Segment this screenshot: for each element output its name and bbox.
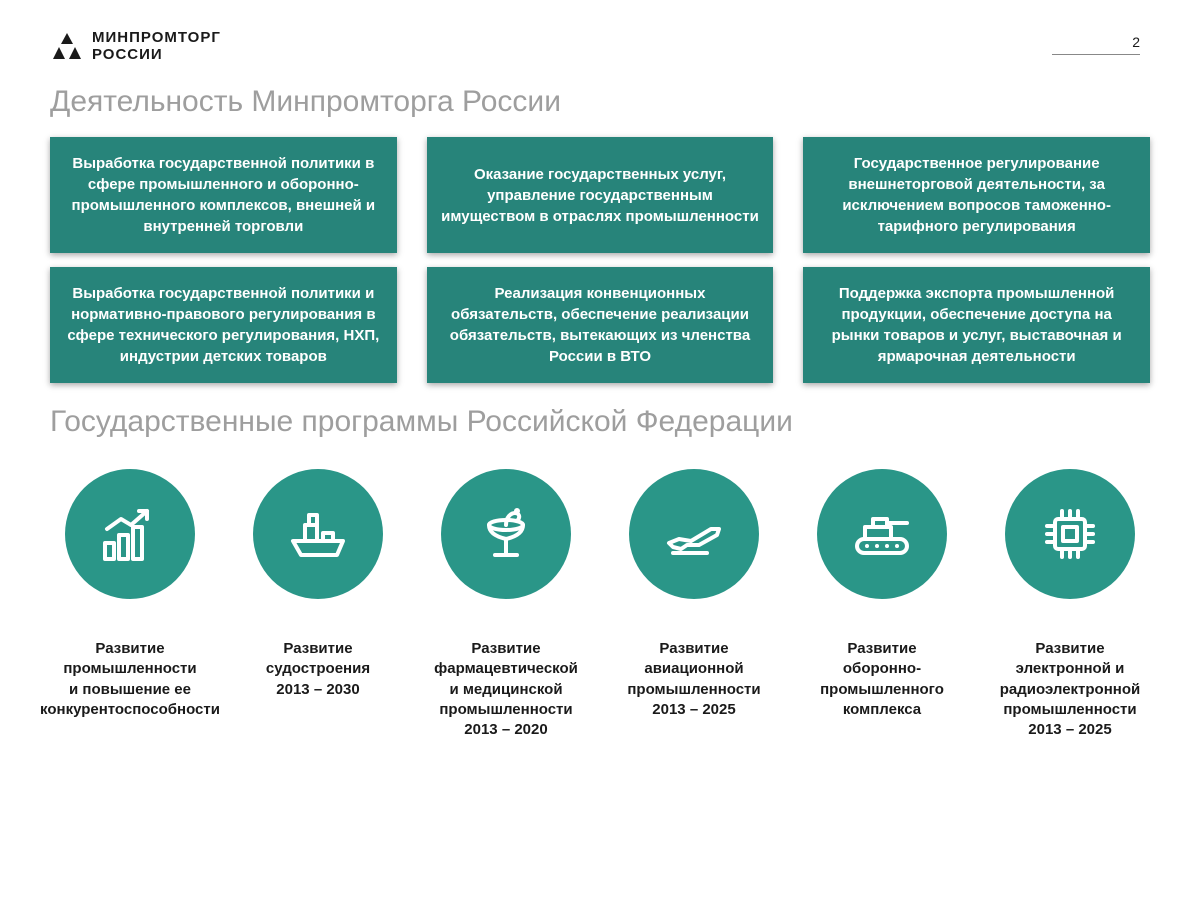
program-item: Развитие фармацевтической и медицинской … (416, 469, 596, 740)
activity-card: Выработка государственной политики в сфе… (50, 137, 397, 253)
program-item: Развитие оборонно- промышленного комплек… (792, 469, 972, 740)
tank-icon (847, 499, 917, 569)
program-circle (65, 469, 195, 599)
logo-icon (50, 32, 84, 62)
activity-card: Поддержка экспорта промышленной продукци… (803, 267, 1150, 383)
pharmacy-icon (471, 499, 541, 569)
logo-line2: РОССИИ (92, 47, 221, 64)
program-item: Развитие авиационной промышленности 2013… (604, 469, 784, 740)
airplane-icon (659, 499, 729, 569)
logo: МИНПРОМТОРГ РОССИИ (50, 30, 221, 63)
activity-card: Реализация конвенционных обязательств, о… (427, 267, 774, 383)
page-number: 2 (1052, 34, 1140, 55)
logo-text: МИНПРОМТОРГ РОССИИ (92, 30, 221, 63)
program-circle (817, 469, 947, 599)
program-item: Развитие электронной и радиоэлектронной … (980, 469, 1160, 740)
program-circle (441, 469, 571, 599)
program-circle (629, 469, 759, 599)
programs-row: Развитие промышленности и повышение ее к… (0, 469, 1200, 740)
program-label: Развитие судостроения 2013 – 2030 (266, 639, 370, 700)
program-circle (1005, 469, 1135, 599)
section-subtitle: Государственные программы Российской Фед… (0, 383, 1200, 469)
program-circle (253, 469, 383, 599)
activity-card: Выработка государственной политики и нор… (50, 267, 397, 383)
program-label: Развитие фармацевтической и медицинской … (434, 639, 578, 740)
program-label: Развитие электронной и радиоэлектронной … (1000, 639, 1140, 740)
program-label: Развитие оборонно- промышленного комплек… (820, 639, 944, 720)
page-title: Деятельность Минпромторга России (0, 73, 1200, 137)
program-item: Развитие судостроения 2013 – 2030 (228, 469, 408, 740)
header: МИНПРОМТОРГ РОССИИ 2 (0, 0, 1200, 73)
logo-line1: МИНПРОМТОРГ (92, 30, 221, 47)
chip-icon (1035, 499, 1105, 569)
activity-card: Оказание государственных услуг, управлен… (427, 137, 774, 253)
activity-card: Государственное регулирование внешнеторг… (803, 137, 1150, 253)
program-label: Развитие промышленности и повышение ее к… (40, 639, 220, 720)
growth-chart-icon (95, 499, 165, 569)
activity-cards-grid: Выработка государственной политики в сфе… (0, 137, 1200, 383)
program-item: Развитие промышленности и повышение ее к… (40, 469, 220, 740)
ship-icon (283, 499, 353, 569)
program-label: Развитие авиационной промышленности 2013… (627, 639, 760, 720)
